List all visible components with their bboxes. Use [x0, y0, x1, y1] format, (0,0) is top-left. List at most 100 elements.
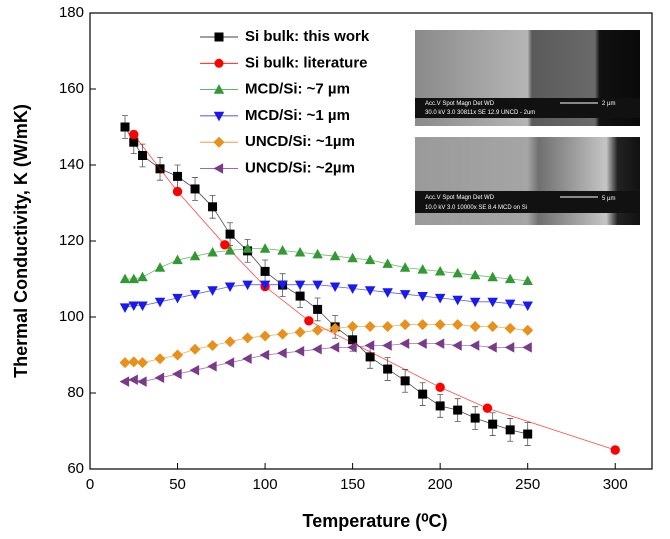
series-line	[124, 343, 528, 383]
marker	[610, 445, 620, 455]
marker	[294, 326, 306, 338]
inset-details: 10.0 kV 3.0 10000x SE 8.4 MCD on Si	[425, 205, 527, 211]
marker	[189, 343, 201, 355]
marker	[523, 429, 533, 439]
marker	[329, 342, 340, 353]
marker	[347, 284, 358, 294]
marker	[364, 254, 376, 265]
marker	[329, 282, 341, 293]
marker	[399, 290, 411, 300]
marker	[417, 319, 429, 331]
marker	[172, 293, 183, 304]
series-line	[133, 134, 616, 451]
marker	[434, 265, 446, 276]
marker	[259, 280, 271, 291]
marker	[224, 282, 236, 293]
marker	[487, 297, 498, 308]
marker	[329, 322, 341, 334]
marker	[313, 304, 323, 314]
marker	[172, 254, 183, 265]
marker	[119, 376, 130, 387]
marker	[469, 340, 480, 351]
marker	[128, 356, 140, 368]
y-tick-label: 100	[59, 308, 84, 325]
marker	[452, 319, 464, 331]
marker	[312, 324, 324, 336]
series-line	[124, 284, 528, 308]
x-tick-label: 150	[340, 476, 365, 493]
marker	[399, 262, 411, 272]
marker	[259, 243, 271, 253]
marker	[504, 322, 516, 334]
marker	[452, 295, 463, 306]
y-tick-label: 120	[59, 232, 84, 249]
y-tick-label: 140	[59, 156, 84, 173]
marker	[487, 342, 497, 353]
marker	[522, 275, 533, 285]
legend-label: UNCD/Si: ~1µm	[245, 133, 355, 150]
x-tick-label: 0	[86, 476, 94, 493]
marker	[294, 345, 305, 357]
marker	[365, 352, 375, 362]
insets: Acc.V Spot Magn Det WD 30.0 kV 3.0 30811…	[415, 30, 640, 225]
x-axis-title: Temperature (⁰C)	[303, 511, 448, 531]
inset-details: 30.0 kV 3.0 30811x SE 12.9 UNCD - 2um	[425, 110, 535, 116]
marker	[214, 58, 224, 68]
marker	[137, 376, 147, 387]
inset-scale: 2 µm	[602, 101, 615, 107]
marker	[312, 248, 323, 259]
marker	[364, 320, 376, 333]
marker	[417, 292, 428, 302]
marker	[452, 267, 463, 278]
marker	[190, 184, 200, 194]
marker	[522, 324, 534, 336]
marker	[522, 301, 533, 312]
marker	[213, 84, 225, 94]
marker	[128, 273, 140, 284]
marker	[242, 332, 254, 344]
inset-scale: 5 µm	[602, 196, 615, 202]
marker	[129, 129, 139, 140]
marker	[154, 262, 166, 272]
marker	[224, 357, 235, 368]
inset-header: Acc.V Spot Magn Det WD	[425, 195, 495, 201]
marker	[120, 122, 130, 132]
marker	[220, 240, 230, 250]
marker	[399, 338, 410, 349]
marker	[294, 280, 306, 291]
marker	[259, 349, 270, 361]
y-tick-label: 160	[59, 80, 84, 97]
legend-label: MCD/Si: ~1 µm	[245, 107, 350, 124]
marker	[137, 357, 149, 369]
marker	[128, 374, 138, 385]
marker	[399, 319, 411, 331]
marker	[138, 151, 148, 160]
marker	[522, 342, 532, 353]
marker	[295, 291, 305, 301]
marker	[469, 297, 481, 308]
marker	[382, 320, 394, 333]
marker	[172, 349, 184, 361]
marker	[469, 320, 481, 333]
x-tick-label: 250	[515, 476, 540, 493]
marker	[277, 245, 288, 255]
marker	[400, 376, 410, 386]
marker	[224, 245, 236, 255]
marker	[119, 273, 131, 284]
x-tick-label: 100	[253, 476, 278, 493]
marker	[277, 328, 289, 340]
y-axis-title: Thermal Conductivity, K (W/mK)	[11, 104, 31, 378]
marker	[172, 368, 182, 380]
marker	[504, 273, 516, 284]
marker	[214, 32, 224, 42]
marker	[137, 301, 148, 312]
marker	[488, 419, 498, 429]
marker	[418, 389, 428, 399]
marker	[469, 269, 481, 280]
marker	[382, 258, 393, 268]
marker	[417, 338, 427, 349]
x-tick-label: 300	[603, 476, 628, 493]
legend-label: MCD/Si: ~7 µm	[245, 81, 350, 98]
marker	[207, 246, 218, 257]
marker	[224, 336, 236, 348]
